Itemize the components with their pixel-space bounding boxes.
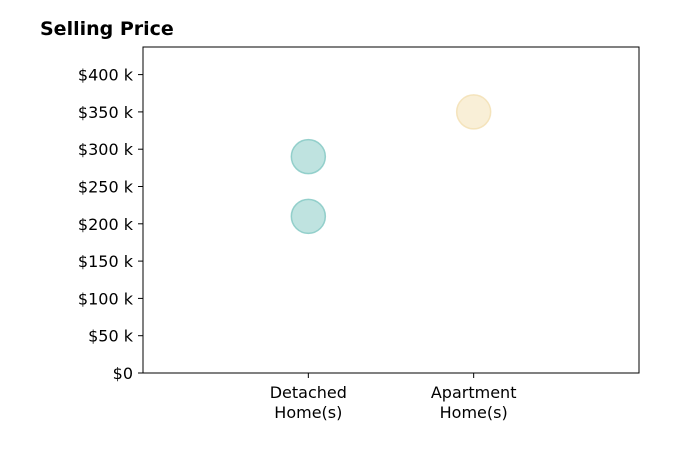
y-tick-label: $400 k: [78, 66, 134, 85]
y-tick-label: $200 k: [78, 215, 134, 234]
y-tick-label: $150 k: [78, 252, 134, 271]
y-tick-label: $350 k: [78, 103, 134, 122]
data-point: [290, 138, 327, 175]
chart-title: Selling Price: [40, 18, 174, 40]
y-tick-label: $300 k: [78, 140, 134, 159]
y-tick-label: $0: [113, 364, 133, 383]
data-points: [290, 94, 492, 235]
y-tick-label: $250 k: [78, 178, 134, 197]
x-axis: Detached Home(s) Apartment Home(s): [270, 373, 517, 422]
data-point: [455, 94, 492, 130]
y-tick-label: $100 k: [78, 289, 134, 308]
x-tick-label: Apartment Home(s): [431, 383, 517, 422]
y-axis: $0 $50 k $100 k $150 k $200 k $250 k $300 k $35…: [78, 66, 143, 383]
y-tick-label: $50 k: [88, 327, 134, 346]
plot-frame: [142, 46, 640, 374]
data-point: [290, 198, 327, 235]
x-tick-label: Detached Home(s): [270, 383, 347, 422]
